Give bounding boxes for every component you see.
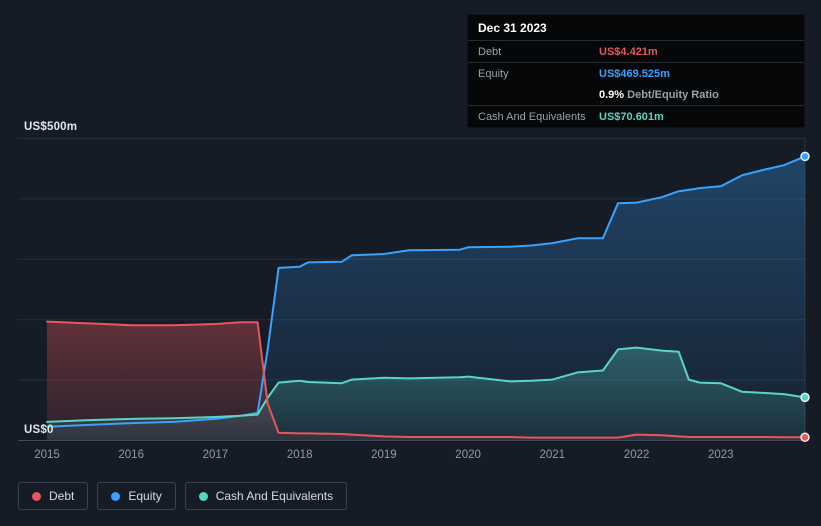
tooltip-ratio-value: 0.9% [599, 88, 625, 101]
chart-tooltip: Dec 31 2023 Debt US$4.421m Equity US$469… [467, 14, 805, 128]
tooltip-ratio-label: Debt/Equity Ratio [627, 88, 719, 101]
tooltip-date: Dec 31 2023 [468, 15, 804, 41]
legend-item-debt[interactable]: Debt [18, 482, 89, 510]
y-axis-label-zero: US$0 [24, 424, 54, 436]
cash-endpoint-dot [800, 392, 810, 403]
cash-series-dot-icon [198, 491, 208, 501]
debt-series-dot-icon [32, 491, 41, 501]
x-axis-tick-2015: 2015 [34, 449, 60, 461]
x-axis-tick-2022: 2022 [624, 449, 650, 461]
x-axis-tick-2018: 2018 [287, 449, 313, 461]
debt-area [47, 321, 805, 440]
tooltip-debt-value: US$4.421m [599, 45, 658, 58]
equity-series-dot-icon [111, 491, 121, 501]
tooltip-cash-value: US$70.601m [599, 110, 664, 123]
legend-item-debt-label: Debt [49, 489, 75, 503]
tooltip-equity-value: US$469.525m [599, 67, 670, 80]
legend-item-cash[interactable]: Cash And Equivalents [184, 482, 348, 510]
x-axis-tick-2020: 2020 [455, 449, 481, 461]
x-axis-tick-2021: 2021 [540, 449, 566, 461]
x-axis-tick-2023: 2023 [708, 449, 734, 461]
tooltip-debt-label: Debt [478, 45, 502, 58]
legend-item-cash-label: Cash And Equivalents [215, 489, 334, 503]
tooltip-cash-row: Cash And Equivalents US$70.601m [468, 106, 804, 127]
legend-item-equity[interactable]: Equity [97, 482, 176, 510]
equity-endpoint-dot [800, 151, 810, 162]
debt-endpoint-dot [800, 432, 810, 443]
x-axis-tick-2016: 2016 [118, 449, 144, 461]
chart-legend: Debt Equity Cash And Equivalents [18, 482, 348, 510]
cash-line [46, 346, 806, 423]
x-axis-tick-2019: 2019 [371, 449, 397, 461]
tooltip-equity-row: Equity US$469.525m [468, 63, 804, 84]
x-axis-tick-2017: 2017 [203, 449, 229, 461]
legend-item-equity-label: Equity [128, 489, 162, 503]
tooltip-ratio: 0.9% Debt/Equity Ratio [599, 89, 719, 101]
tooltip-ratio-row: 0.9% Debt/Equity Ratio [468, 84, 804, 106]
tooltip-debt-row: Debt US$4.421m [468, 41, 804, 63]
y-axis-label-max: US$500m [24, 121, 78, 133]
tooltip-cash-label: Cash And Equivalents [478, 110, 586, 123]
tooltip-equity-label: Equity [478, 67, 509, 80]
debt-line [46, 320, 806, 439]
